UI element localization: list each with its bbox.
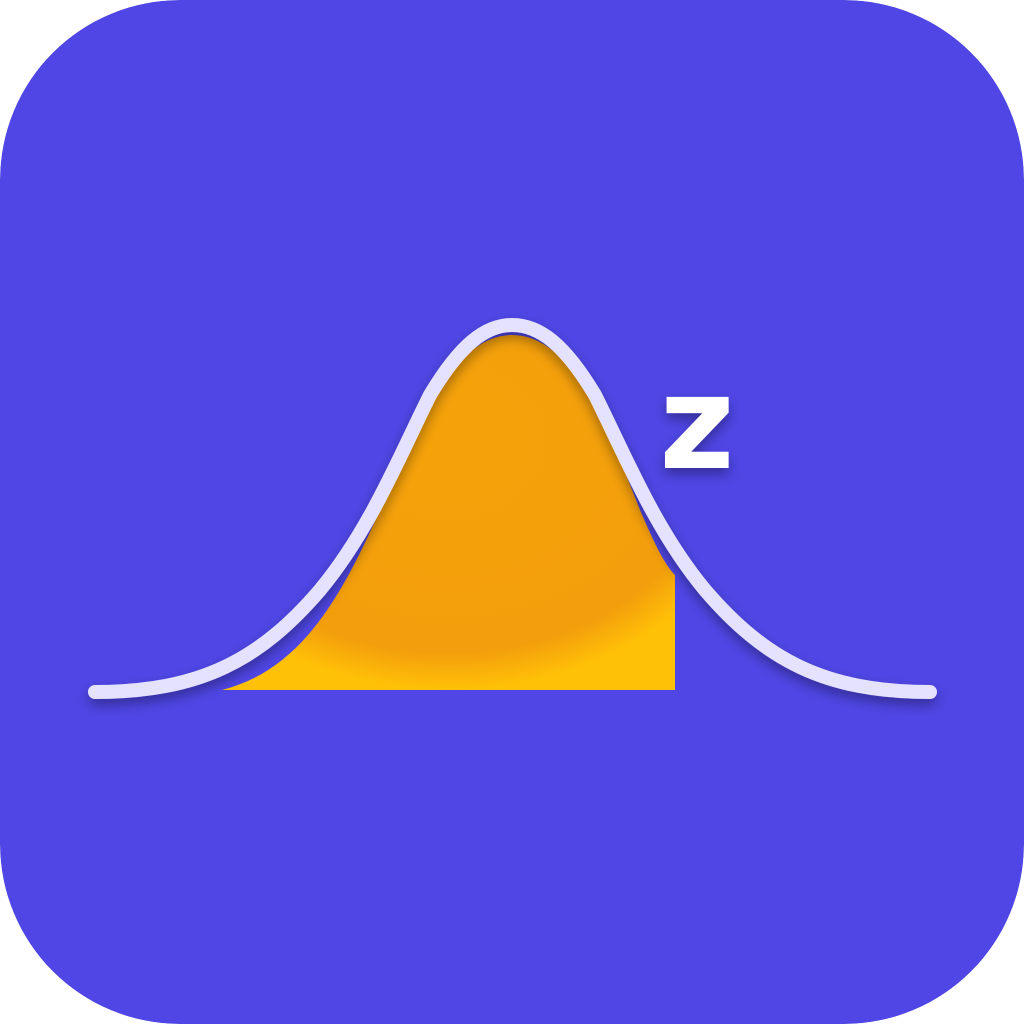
bell-curve [88, 317, 937, 699]
shaded-area-under-curve [222, 335, 675, 690]
z-label: z [659, 347, 735, 499]
